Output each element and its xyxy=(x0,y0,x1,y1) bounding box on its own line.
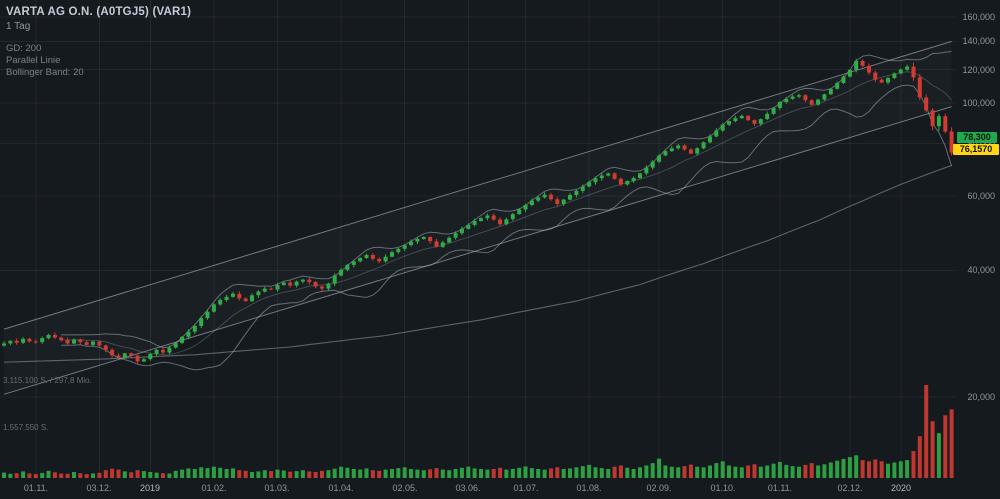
last-price-badge: 78,300 xyxy=(957,132,997,143)
price-tick-label: 100,000 xyxy=(962,98,995,108)
time-tick-label: 01.08. xyxy=(576,483,602,493)
time-tick-label: 01.10. xyxy=(710,483,736,493)
bollinger-upper-line xyxy=(61,51,952,349)
price-axis[interactable]: 160,000140,000120,000100,00080,00060,000… xyxy=(955,0,999,499)
time-tick-label: 03.06. xyxy=(455,483,481,493)
price-tick-label: 140,000 xyxy=(962,36,995,46)
time-tick-label: 02.05. xyxy=(392,483,418,493)
time-axis[interactable]: 01.11. 03.12. 2019 01.02. 01.03. 01.04. 02.05.… xyxy=(0,483,1000,499)
price-tick-label: 120,000 xyxy=(962,65,995,75)
time-tick-label: 02.12. xyxy=(837,483,863,493)
gd200-line xyxy=(3,164,952,363)
volume-scale-max-label: 3.115.100 S. / 297,8 Mio. xyxy=(3,376,92,385)
price-tick-label: 20,000 xyxy=(967,392,995,402)
time-tick-label: 01.11. xyxy=(767,483,793,493)
volume-layer xyxy=(2,385,954,478)
time-tick-label: 01.03. xyxy=(264,483,290,493)
time-tick-label: 01.04. xyxy=(328,483,354,493)
time-tick-label: 01.07. xyxy=(513,483,539,493)
time-tick-label: 01.11. xyxy=(23,483,49,493)
time-tick-label: 2020 xyxy=(890,483,912,493)
grid-layer xyxy=(0,0,955,478)
trend-channel-lines[interactable] xyxy=(3,40,952,395)
bollinger-lower-line xyxy=(61,84,953,371)
price-tick-label: 60,000 xyxy=(967,191,995,201)
price-tick-label: 160,000 xyxy=(962,12,995,22)
price-tick-label: 40,000 xyxy=(967,265,995,275)
candles-layer xyxy=(2,58,954,364)
time-tick-label: 02.09. xyxy=(646,483,672,493)
time-tick-label: 01.02. xyxy=(201,483,227,493)
time-tick-label: 03.12. xyxy=(86,483,112,493)
indicator-price-badge: 76,1570 xyxy=(953,144,999,155)
volume-scale-half-label: 1.557.550 S. xyxy=(3,423,49,432)
time-tick-label: 2019 xyxy=(139,483,161,493)
